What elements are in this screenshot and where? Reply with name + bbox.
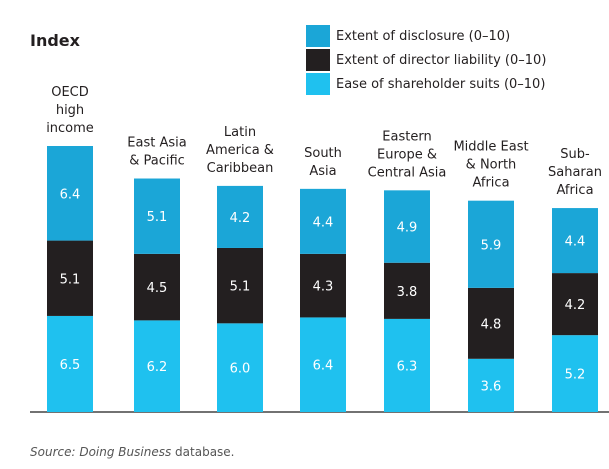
data-label: 4.4 (313, 215, 334, 230)
bar-segment (47, 146, 93, 241)
x-tick-label: OECD high income (46, 85, 94, 136)
data-label: 4.5 (147, 281, 168, 296)
bar-segment (552, 335, 598, 412)
bar-segment (47, 315, 93, 412)
bar-segment (134, 320, 180, 412)
chart-title: Index (30, 31, 81, 50)
x-tick-label: Sub-Saharan Africa (548, 147, 602, 198)
data-label: 4.4 (565, 235, 586, 250)
x-tick-label: Latin America & Caribbean (206, 125, 274, 176)
data-label: 5.1 (147, 210, 168, 225)
bar-segment (384, 190, 430, 263)
data-label: 3.6 (481, 379, 502, 394)
bar-segment (300, 188, 346, 254)
data-label: 4.2 (230, 211, 251, 226)
legend-label: Extent of director liability (0–10) (336, 53, 546, 68)
data-label: 6.2 (147, 360, 168, 375)
legend-label: Ease of shareholder suits (0–10) (336, 77, 545, 92)
data-label: 6.4 (60, 187, 81, 202)
bar-segment (300, 317, 346, 412)
bar-segment (468, 200, 514, 288)
data-label: 5.1 (230, 280, 251, 295)
bar-segment (384, 318, 430, 412)
legend-swatch (306, 25, 330, 47)
data-label: 3.8 (397, 285, 418, 300)
bar-segment (300, 253, 346, 318)
x-tick-label: Eastern Europe & Central Asia (368, 129, 447, 180)
legend-swatch (306, 73, 330, 95)
bar-segment (217, 185, 263, 248)
source-rest: database. (175, 445, 234, 459)
data-label: 5.9 (481, 238, 502, 253)
bar-segment (384, 262, 430, 319)
data-label: 6.0 (230, 362, 251, 377)
legend-swatch (306, 49, 330, 71)
x-tick-label: South Asia (304, 146, 342, 179)
data-label: 5.1 (60, 272, 81, 287)
bar-segment (552, 273, 598, 336)
data-label: 4.2 (565, 298, 586, 313)
x-tick-label: Middle East & North Africa (453, 140, 528, 191)
data-label: 4.3 (313, 280, 334, 295)
legend-label: Extent of disclosure (0–10) (336, 29, 510, 44)
bar-segment (47, 240, 93, 316)
source-italic: Source: Doing Business (30, 445, 171, 459)
x-tick-label: East Asia & Pacific (127, 136, 186, 169)
bar-segment (468, 358, 514, 412)
data-label: 5.2 (565, 368, 586, 383)
bar-segment (134, 253, 180, 321)
bar-segment (134, 178, 180, 254)
bar-segment (217, 247, 263, 324)
bar-segment (217, 323, 263, 412)
data-label: 4.8 (481, 317, 502, 332)
data-label: 6.5 (60, 358, 81, 373)
data-label: 4.9 (397, 221, 418, 236)
data-label: 6.4 (313, 359, 334, 374)
data-label: 6.3 (397, 359, 418, 374)
source: Source: Doing Business database. (30, 445, 235, 459)
bar-segment (552, 208, 598, 274)
bar-segment (468, 287, 514, 359)
